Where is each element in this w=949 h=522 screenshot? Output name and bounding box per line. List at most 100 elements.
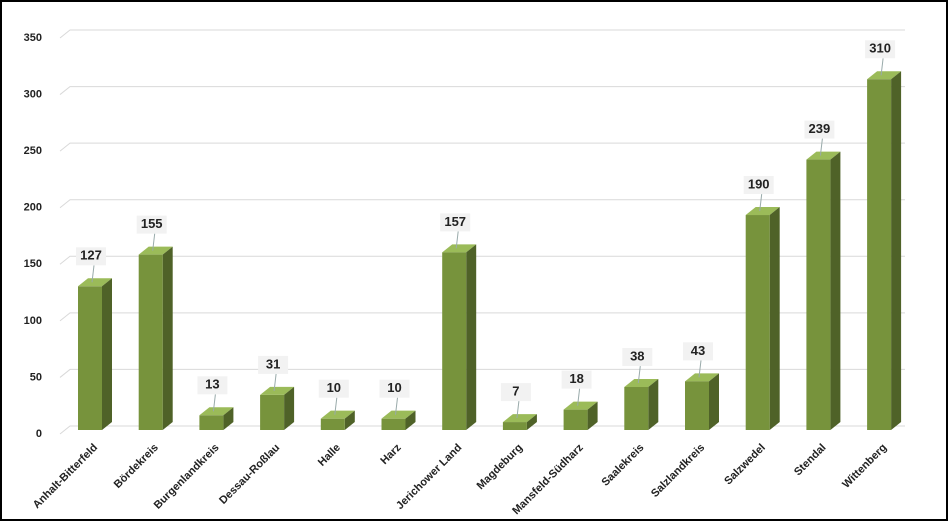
grid-line [59, 142, 905, 152]
bar [502, 414, 537, 430]
value-label: 10 [387, 380, 401, 395]
leader-line [516, 401, 520, 419]
bar-top [138, 246, 173, 255]
bar [745, 207, 780, 430]
value-label: 18 [569, 371, 583, 386]
bar-front [78, 286, 102, 430]
value-label: 157 [444, 214, 466, 229]
value-label-box [865, 40, 896, 59]
bar-front [867, 79, 892, 430]
bar-side [526, 414, 537, 430]
value-label-box [683, 342, 713, 361]
value-label-box [500, 383, 531, 402]
bar-side [648, 379, 659, 430]
value-label-box [804, 120, 835, 139]
bar [685, 373, 719, 430]
value-label-box [743, 176, 774, 195]
leader-line [212, 394, 216, 412]
bar [442, 244, 477, 430]
value-label-box [318, 379, 349, 398]
grid-line [59, 29, 905, 39]
value-label: 239 [809, 121, 831, 136]
bar-side [830, 151, 841, 431]
grid-line [59, 255, 905, 265]
bar-side [284, 386, 295, 430]
leader-line [880, 58, 884, 76]
bar-top [867, 71, 902, 80]
value-label: 127 [80, 248, 102, 263]
bar [78, 278, 112, 430]
bar [806, 151, 841, 431]
bar-front [260, 394, 285, 430]
bar-side [162, 246, 173, 430]
value-label-box [136, 215, 167, 234]
value-label-box [622, 348, 653, 367]
value-label-box [440, 213, 471, 232]
grid-line [59, 368, 905, 378]
y-tick-label: 350 [24, 32, 42, 44]
leader-line [698, 360, 702, 378]
bar-top [685, 373, 719, 382]
value-label: 190 [748, 176, 770, 191]
bar-side [891, 71, 902, 430]
bar-top [260, 386, 295, 395]
y-tick-label: 250 [24, 145, 42, 157]
value-label-box [561, 370, 592, 389]
bar-front [624, 387, 649, 430]
bar-front [381, 418, 406, 430]
bar-side [405, 410, 416, 430]
bar-top [806, 151, 841, 160]
value-label: 310 [869, 41, 891, 56]
grid-line [59, 199, 905, 209]
leader-line [819, 138, 823, 156]
y-tick-label: 150 [24, 258, 42, 270]
bar-front [138, 254, 163, 430]
bar-side [466, 244, 477, 430]
value-label: 155 [141, 216, 163, 231]
bar-side [223, 407, 234, 430]
bar-side [344, 410, 355, 430]
y-tick-label: 50 [30, 371, 42, 383]
value-label-box [258, 355, 289, 374]
bar-front [806, 159, 831, 431]
leader-line [637, 365, 641, 384]
bar-front [563, 409, 588, 430]
bar-top [320, 410, 355, 419]
bar-front [685, 381, 709, 430]
bar-top [442, 244, 477, 253]
bar-top [563, 401, 598, 410]
bar-side [769, 207, 780, 430]
leader-line [577, 388, 581, 406]
leader-line [455, 231, 459, 249]
leader-line [91, 265, 95, 283]
bar [563, 401, 598, 430]
y-tick-label: 300 [24, 88, 42, 100]
leader-line [273, 373, 277, 391]
bar-side [709, 373, 719, 430]
bar [138, 246, 173, 430]
value-label-box [197, 376, 228, 395]
bar [320, 410, 355, 430]
leader-line [334, 397, 338, 415]
value-label: 43 [691, 343, 705, 358]
value-label: 13 [205, 377, 219, 392]
bar-side [102, 278, 112, 430]
grid-line [59, 86, 905, 95]
bar [381, 410, 416, 430]
bar-front [320, 418, 345, 430]
bar-front [199, 415, 224, 430]
bar-top [624, 379, 659, 388]
value-label: 10 [327, 380, 341, 395]
bar-top [502, 414, 537, 423]
bar [624, 379, 659, 430]
y-tick-label: 200 [24, 202, 42, 214]
bar-top [78, 278, 112, 287]
bar [867, 71, 902, 430]
value-label-box [76, 247, 106, 266]
bar-top [745, 207, 780, 216]
bar-top [381, 410, 416, 419]
value-label: 31 [266, 356, 280, 371]
bar-front [442, 252, 467, 430]
leader-line [759, 193, 763, 212]
